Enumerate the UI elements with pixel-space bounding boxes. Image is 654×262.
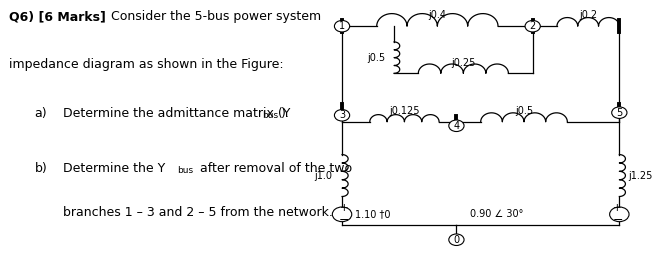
Text: Determine the admittance matrix (Y: Determine the admittance matrix (Y [63,107,290,121]
Text: j0.125: j0.125 [389,106,420,116]
Circle shape [334,110,350,121]
Text: after removal of the two: after removal of the two [196,162,353,176]
Text: bus: bus [262,111,278,120]
Text: −: − [612,214,623,227]
Text: Consider the 5-bus power system: Consider the 5-bus power system [111,10,322,24]
Text: 2: 2 [530,21,536,31]
Text: j0.4: j0.4 [428,10,447,20]
Text: 1.10 †0: 1.10 †0 [355,209,390,219]
Text: j0.5: j0.5 [368,53,386,63]
Text: 0: 0 [453,235,460,245]
Text: +: + [613,203,622,213]
Text: branches 1 – 3 and 2 – 5 from the network.: branches 1 – 3 and 2 – 5 from the networ… [63,206,333,219]
Circle shape [332,207,352,222]
Text: bus: bus [177,166,194,175]
Text: +: + [339,203,348,213]
Text: j0.2: j0.2 [579,10,597,20]
Text: j0.25: j0.25 [451,58,475,68]
Text: impedance diagram as shown in the Figure:: impedance diagram as shown in the Figure… [9,58,284,71]
Text: 1: 1 [339,21,345,31]
Text: 5: 5 [616,108,623,118]
Text: 0.90 ∠ 30°: 0.90 ∠ 30° [470,209,524,219]
Text: j1.25: j1.25 [628,171,652,181]
Circle shape [449,120,464,132]
Text: ).: ). [281,107,290,121]
Text: a): a) [35,107,47,121]
Circle shape [449,234,464,245]
Text: b): b) [35,162,47,176]
Text: Determine the Y: Determine the Y [63,162,165,176]
Circle shape [525,20,540,32]
Text: −: − [339,214,349,227]
Text: Q6) [6 Marks]: Q6) [6 Marks] [9,10,107,24]
Circle shape [334,20,350,32]
Text: 3: 3 [339,110,345,120]
Text: 4: 4 [453,121,460,131]
Text: j1.0: j1.0 [314,171,332,181]
Text: j0.5: j0.5 [515,106,533,116]
Circle shape [611,107,627,118]
Circle shape [610,207,629,222]
